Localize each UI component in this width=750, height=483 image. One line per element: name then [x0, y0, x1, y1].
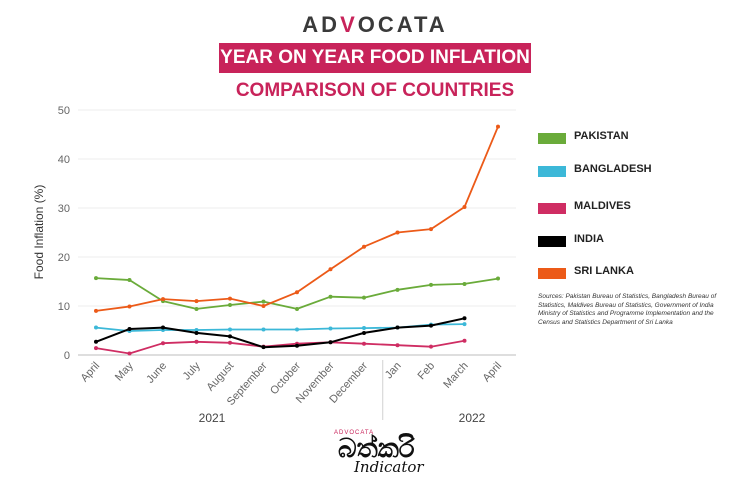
y-tick-label: 20: [58, 252, 70, 264]
data-point: [127, 278, 132, 283]
data-point: [462, 316, 467, 321]
data-point: [194, 299, 199, 304]
legend-swatch: [538, 268, 566, 279]
legend-label: PAKISTAN: [574, 130, 629, 142]
legend-label: SRI LANKA: [574, 265, 634, 277]
data-point: [94, 308, 98, 313]
legend-swatch: [538, 166, 566, 177]
legend-label: BANGLADESH: [574, 163, 652, 175]
series-line-sri-lanka: [95, 126, 499, 312]
x-tick-label: March: [441, 360, 470, 391]
x-tick-label: May: [113, 360, 136, 384]
x-tick-label: April: [79, 360, 103, 384]
legend-swatch: [538, 236, 566, 247]
data-point: [228, 296, 232, 301]
y-tick-label: 30: [58, 203, 70, 215]
y-tick-label: 0: [64, 350, 70, 362]
data-point: [261, 345, 266, 350]
x-tick-label: April: [481, 360, 505, 384]
footer-advocata-logo: ADVOCATA: [334, 430, 375, 436]
legend-label: INDIA: [574, 233, 604, 245]
data-point: [228, 327, 232, 332]
x-tick-label: July: [181, 360, 203, 383]
data-point: [127, 304, 132, 309]
data-point: [429, 282, 433, 287]
x-tick-label: August: [204, 360, 236, 393]
data-point: [261, 299, 266, 304]
series-line-maldives: [95, 339, 465, 355]
footer-sinhala-logo: බත්කරි: [338, 434, 415, 464]
data-point: [362, 244, 366, 249]
y-axis-label: Food Inflation (%): [32, 185, 46, 280]
data-point: [127, 327, 132, 332]
year-group-label: 2022: [459, 411, 486, 425]
data-point: [429, 344, 433, 349]
data-point: [295, 343, 299, 348]
data-point: [395, 325, 400, 330]
series-line-india: [95, 317, 465, 349]
data-point: [328, 267, 333, 272]
chart-subtitle: COMPARISON OF COUNTRIES: [235, 80, 515, 101]
data-point: [496, 276, 500, 281]
data-point: [94, 325, 98, 330]
data-point: [194, 339, 199, 344]
data-point: [94, 276, 98, 281]
y-tick-label: 40: [58, 154, 70, 166]
y-tick-label: 50: [58, 105, 70, 117]
data-point: [161, 325, 165, 330]
data-point: [94, 339, 98, 344]
legend-swatch: [538, 203, 566, 214]
x-tick-label: June: [144, 360, 169, 386]
data-point: [328, 294, 333, 299]
year-group-label: 2021: [199, 411, 226, 425]
x-tick-label: Feb: [416, 360, 438, 382]
data-point: [295, 290, 299, 295]
footer-indicator-text: Indicator: [354, 458, 424, 476]
data-point: [362, 326, 366, 331]
advocata-logo: ADVOCATA: [0, 12, 750, 38]
data-point: [194, 328, 199, 333]
data-point: [462, 205, 467, 210]
data-point: [194, 330, 199, 335]
data-point: [496, 124, 500, 129]
data-point: [429, 323, 433, 328]
data-point: [395, 343, 400, 348]
y-tick-label: 10: [58, 301, 70, 313]
data-point: [94, 346, 98, 351]
data-point: [328, 340, 333, 345]
data-point: [295, 327, 299, 332]
data-point: [228, 340, 232, 345]
data-point: [462, 322, 467, 327]
data-point: [395, 230, 400, 235]
data-point: [462, 281, 467, 286]
brand-post: OCATA: [357, 12, 448, 37]
data-point: [161, 341, 165, 346]
brand-v: V: [340, 12, 358, 37]
data-point: [194, 306, 199, 311]
x-tick-label: Jan: [383, 360, 404, 381]
data-point: [362, 341, 366, 346]
data-point: [429, 227, 433, 232]
data-point: [127, 351, 132, 356]
legend-label: MALDIVES: [574, 200, 631, 212]
data-point: [395, 287, 400, 292]
brand-pre: AD: [302, 12, 341, 37]
data-point: [328, 326, 333, 331]
data-point: [362, 330, 366, 335]
data-point: [228, 334, 232, 339]
data-point: [161, 297, 165, 302]
data-point: [462, 338, 467, 343]
legend-swatch: [538, 133, 566, 144]
data-point: [261, 304, 266, 308]
chart-title: YEAR ON YEAR FOOD INFLATION: [219, 43, 531, 73]
data-point: [362, 295, 366, 300]
data-point: [228, 303, 232, 308]
data-point: [261, 327, 266, 332]
data-point: [295, 306, 299, 311]
sources-note: Sources: Pakistan Bureau of Statistics, …: [538, 293, 717, 326]
